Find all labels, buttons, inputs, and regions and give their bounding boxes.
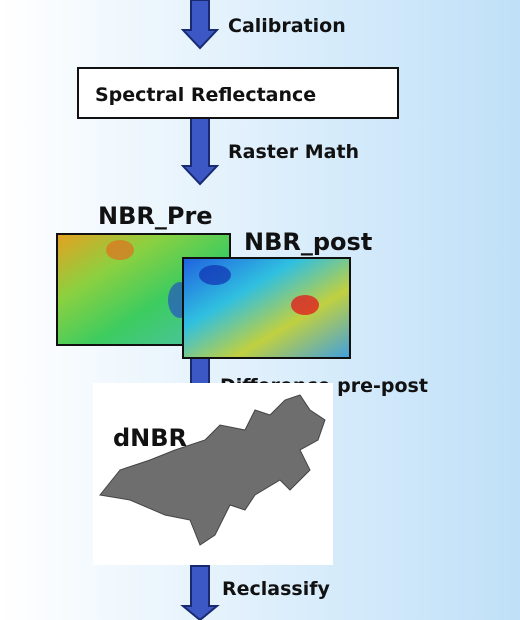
image-label: dNBR xyxy=(113,424,187,452)
image-label: NBR_Pre xyxy=(98,202,213,230)
texture xyxy=(291,295,319,315)
diagram: Calibration Spectral Reflectance Raster … xyxy=(0,0,520,620)
step-label: Reclassify xyxy=(222,578,331,600)
texture xyxy=(106,240,134,260)
step-label: Raster Math xyxy=(228,141,359,163)
box-label: Spectral Reflectance xyxy=(95,84,316,106)
image-label: NBR_post xyxy=(244,228,372,256)
texture xyxy=(199,265,231,285)
step-label: Calibration xyxy=(228,15,346,37)
